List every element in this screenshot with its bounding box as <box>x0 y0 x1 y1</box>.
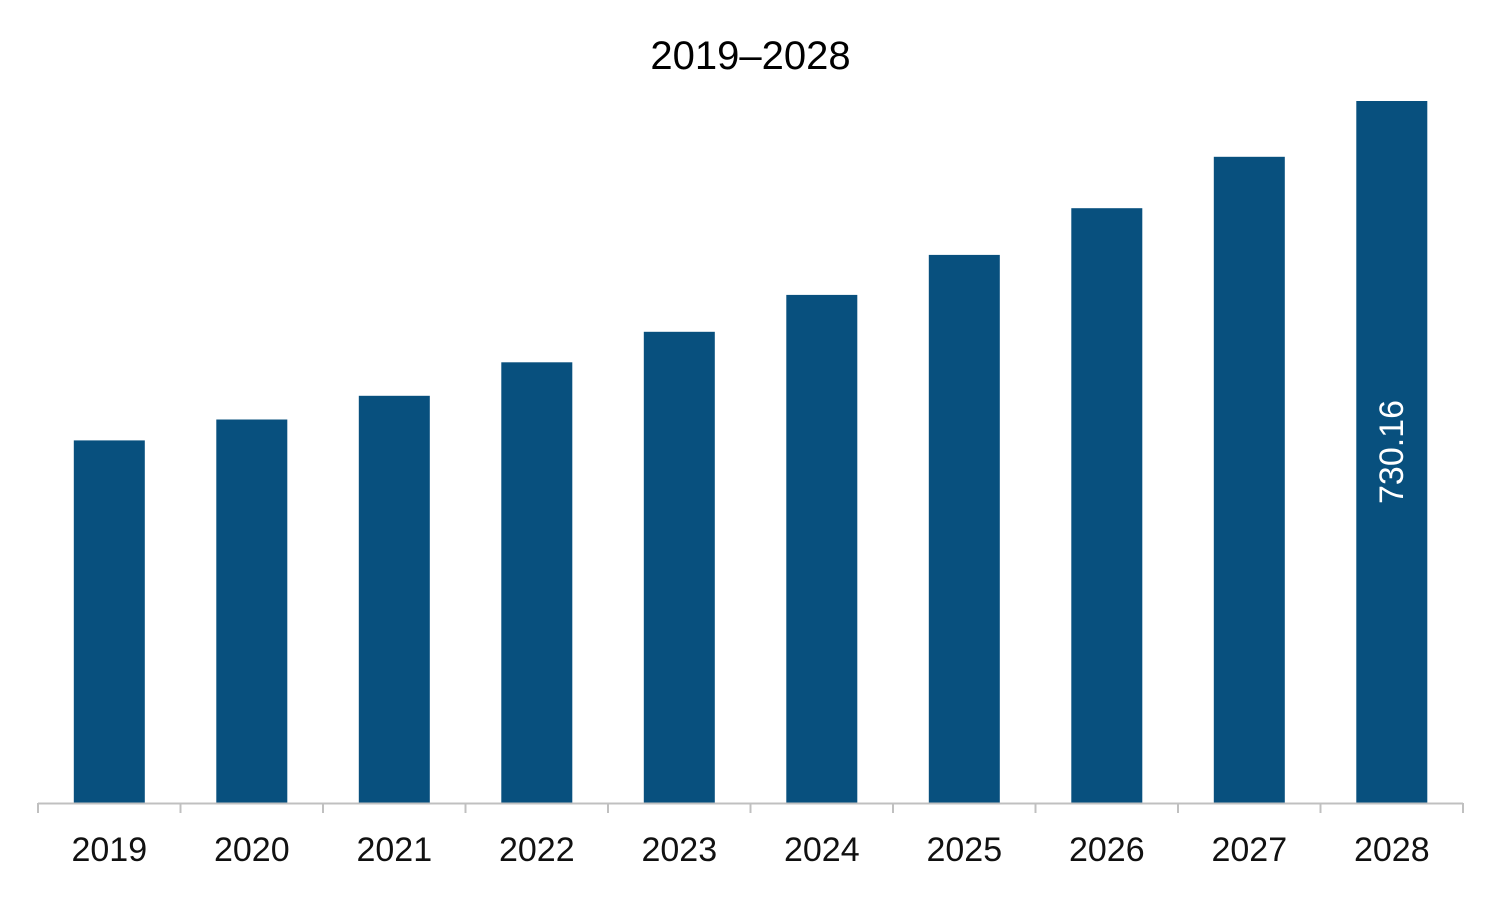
bar-2019 <box>73 440 145 803</box>
bar-2022 <box>501 362 573 803</box>
x-tick-label-2025: 2025 <box>926 831 1002 869</box>
bar-2023 <box>643 331 715 803</box>
bar-2026 <box>1071 208 1143 803</box>
x-tick-label-2021: 2021 <box>356 831 432 869</box>
x-tick-label-2024: 2024 <box>784 831 860 869</box>
x-tick-label-2019: 2019 <box>71 831 147 869</box>
bar-2024 <box>786 294 858 803</box>
bar-2020 <box>216 419 288 803</box>
x-tick-label-2027: 2027 <box>1211 831 1287 869</box>
chart-title: 2019–2028 <box>650 34 851 78</box>
x-tick-label-2026: 2026 <box>1069 831 1145 869</box>
x-tick-label-2022: 2022 <box>499 831 575 869</box>
bar-2025 <box>928 254 1000 803</box>
data-label-2028: 730.16 <box>1373 400 1411 504</box>
bar-2021 <box>358 395 430 803</box>
x-tick-label-2028: 2028 <box>1354 831 1430 869</box>
bar-2028 <box>1356 101 1428 803</box>
x-tick-label-2023: 2023 <box>641 831 717 869</box>
bar-2027 <box>1213 156 1285 804</box>
x-tick-label-2020: 2020 <box>214 831 290 869</box>
